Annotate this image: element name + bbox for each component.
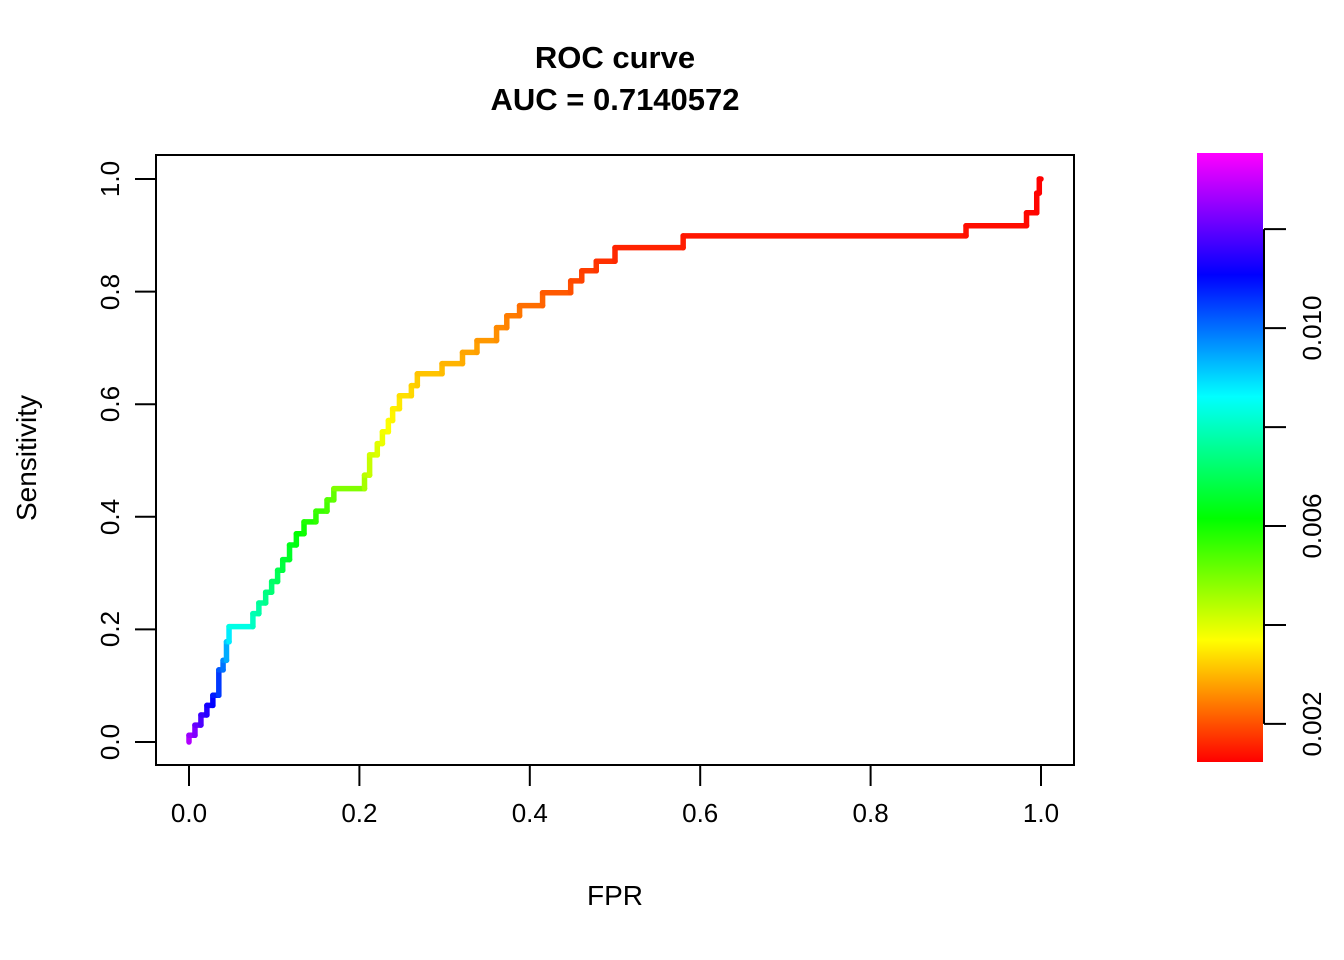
- y-tick-label: 0.8: [95, 273, 125, 310]
- x-tick-label: 1.0: [1022, 798, 1060, 828]
- x-axis-label: FPR: [587, 880, 643, 911]
- x-tick-label: 0.6: [682, 798, 719, 828]
- colorbar-tick-label: 0.002: [1297, 691, 1327, 757]
- x-tick-label: 0.0: [170, 798, 208, 828]
- chart-title: ROC curve: [534, 40, 696, 75]
- colorbar-tick-label: 0.006: [1297, 493, 1327, 559]
- y-tick-label: 0.2: [95, 611, 125, 648]
- x-tick-label: 0.2: [341, 798, 378, 828]
- y-axis-label: Sensitivity: [11, 394, 42, 522]
- y-tick-label: 0.4: [95, 498, 125, 535]
- colorbar-gradient: [1197, 153, 1263, 762]
- y-tick-label: 1.0: [95, 160, 125, 198]
- x-tick-label: 0.4: [511, 798, 548, 828]
- colorbar-tick-label: 0.010: [1297, 295, 1327, 361]
- plot-box: [155, 154, 1075, 766]
- y-tick-label: 0.6: [95, 386, 125, 423]
- x-tick-label: 0.8: [852, 798, 889, 828]
- chart-subtitle-auc: AUC = 0.7140572: [490, 82, 740, 117]
- y-tick-label: 0.0: [95, 723, 125, 761]
